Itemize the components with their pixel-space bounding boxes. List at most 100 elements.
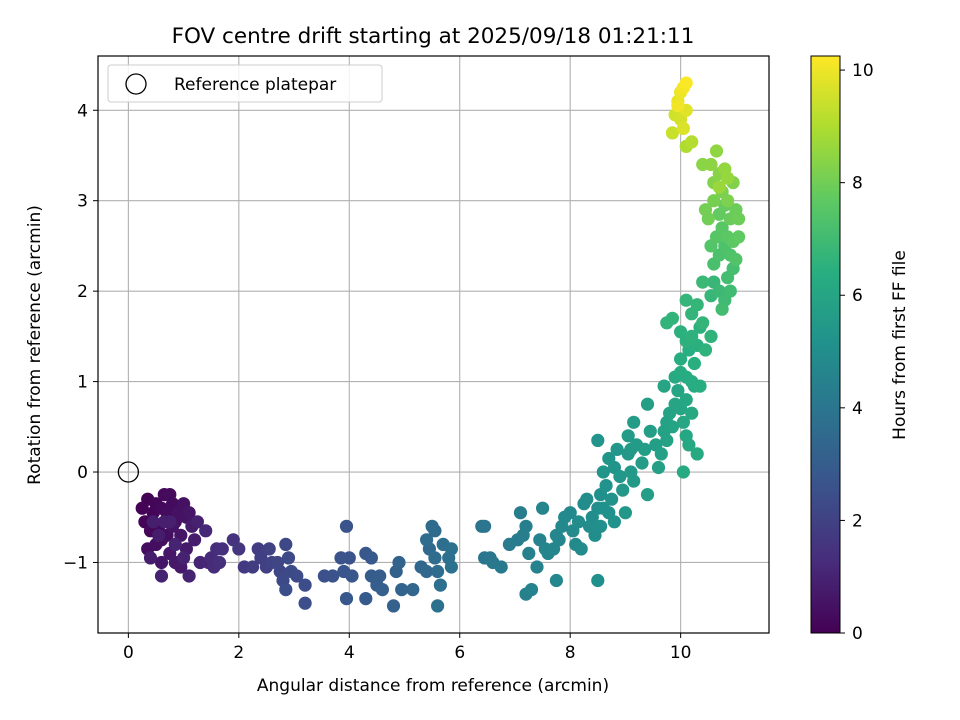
data-point xyxy=(154,555,169,570)
data-point xyxy=(721,194,735,208)
data-point xyxy=(392,555,406,570)
data-point xyxy=(696,316,710,330)
data-point xyxy=(279,537,293,552)
data-point xyxy=(698,343,713,357)
data-point xyxy=(618,506,633,520)
data-point xyxy=(732,212,746,226)
x-tick-label: 2 xyxy=(233,643,244,663)
data-point xyxy=(690,447,704,461)
data-point xyxy=(621,429,635,443)
colorbar-tick-label: 6 xyxy=(852,286,863,306)
data-point xyxy=(607,515,622,529)
data-point xyxy=(627,474,641,488)
data-point xyxy=(591,433,605,447)
data-point xyxy=(298,578,312,592)
data-point xyxy=(420,533,434,547)
data-point xyxy=(627,415,641,429)
data-point xyxy=(640,488,655,502)
data-point xyxy=(696,275,710,289)
colorbar-tick-label: 8 xyxy=(852,174,863,194)
data-point xyxy=(513,506,528,520)
legend-box xyxy=(107,64,383,103)
data-point xyxy=(679,76,693,90)
data-point xyxy=(364,551,378,565)
data-point xyxy=(729,252,743,267)
x-tick-label: 0 xyxy=(123,643,134,663)
y-axis-label: Rotation from reference (arcmin) xyxy=(25,205,45,485)
data-point xyxy=(709,144,724,158)
data-point xyxy=(552,533,566,547)
data-point xyxy=(345,569,359,583)
data-point xyxy=(524,583,539,597)
data-point xyxy=(154,569,169,583)
data-point xyxy=(671,384,685,398)
colorbar-tick-label: 0 xyxy=(852,624,863,644)
data-point xyxy=(182,506,196,520)
data-point xyxy=(721,171,735,185)
y-axis: −1 0 1 2 3 4 xyxy=(63,101,98,573)
data-point xyxy=(596,465,610,479)
data-point xyxy=(342,551,356,565)
data-point xyxy=(188,533,202,547)
data-point xyxy=(212,555,227,570)
data-point xyxy=(262,542,276,556)
colorbar-gradient xyxy=(810,55,841,634)
data-point xyxy=(679,393,693,407)
data-point xyxy=(605,492,619,506)
data-point xyxy=(571,515,586,529)
data-point xyxy=(519,519,533,533)
data-point xyxy=(549,573,564,588)
data-point xyxy=(420,564,434,579)
data-point xyxy=(704,157,718,172)
data-point xyxy=(406,583,420,597)
y-tick-label: 2 xyxy=(77,282,88,302)
data-point xyxy=(685,135,699,149)
y-tick-label: 1 xyxy=(77,373,88,393)
data-point xyxy=(594,519,608,533)
data-point xyxy=(232,542,246,556)
data-point xyxy=(478,519,492,533)
data-point xyxy=(685,329,699,343)
data-point xyxy=(246,560,260,574)
data-point xyxy=(536,501,550,515)
data-point xyxy=(732,230,746,244)
data-point xyxy=(199,524,213,538)
data-point xyxy=(339,592,354,606)
data-point xyxy=(386,599,401,613)
data-point xyxy=(152,528,166,542)
data-point xyxy=(298,596,312,610)
data-point xyxy=(574,542,588,556)
data-point xyxy=(665,311,680,325)
legend-marker-icon xyxy=(125,73,147,95)
data-point xyxy=(676,121,691,135)
x-tick-label: 8 xyxy=(565,643,576,663)
colorbar: 0 2 4 6 8 10 Hours from first FF file xyxy=(810,55,910,644)
data-point xyxy=(580,492,594,506)
data-point xyxy=(428,551,442,565)
data-point xyxy=(707,194,721,208)
x-tick-label: 10 xyxy=(670,643,692,663)
data-points xyxy=(135,76,746,613)
y-tick-label: 0 xyxy=(77,463,88,483)
x-tick-label: 4 xyxy=(344,643,355,663)
colorbar-tick-label: 4 xyxy=(852,399,863,419)
data-point xyxy=(693,379,707,393)
data-point xyxy=(635,456,649,470)
data-point xyxy=(665,126,680,140)
data-point xyxy=(640,397,655,411)
data-point xyxy=(215,542,229,556)
x-tick-label: 6 xyxy=(454,643,465,663)
y-tick-label: −1 xyxy=(63,553,88,573)
data-point xyxy=(599,479,613,493)
data-point xyxy=(690,298,704,312)
data-point xyxy=(146,515,160,529)
data-point xyxy=(281,551,296,565)
data-point xyxy=(373,569,387,583)
data-point xyxy=(660,433,674,447)
data-point xyxy=(530,560,544,574)
data-point xyxy=(428,524,442,538)
data-point xyxy=(643,424,657,438)
data-point xyxy=(444,560,458,574)
data-point xyxy=(326,569,340,583)
